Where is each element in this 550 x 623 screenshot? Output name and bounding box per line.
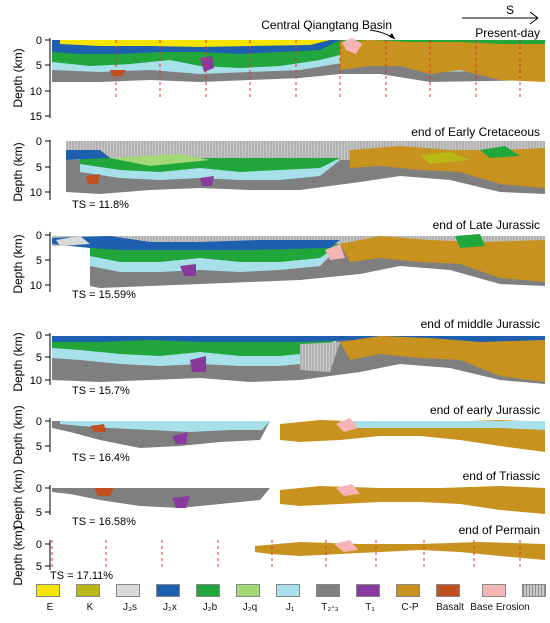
legend-item-t1: T₁: [350, 582, 390, 622]
legend-label: Basalt: [436, 602, 464, 613]
tick-label: 10: [30, 86, 42, 98]
tick-label: 10: [30, 280, 42, 292]
legend-swatch: [436, 584, 460, 597]
panel-early-jurassic: Depth (km) 0 5 TS = 16.4% end of early J…: [11, 403, 545, 465]
legend-label: K: [86, 602, 94, 613]
panel-middle-jurassic: Depth (km) 0 5 10 TS = 15.7% end of midd…: [11, 317, 545, 397]
tick-label: 5: [36, 507, 42, 519]
legend-item-e: E: [30, 582, 70, 622]
tick-label: 0: [36, 539, 42, 551]
legend-swatch: [316, 584, 340, 597]
ts-label: TS = 15.59%: [72, 289, 136, 301]
panel-title: end of early Jurassic: [430, 403, 540, 417]
legend-swatch: [236, 584, 260, 597]
panel-title: end of Triassic: [463, 469, 540, 483]
tick-label: 0: [36, 483, 42, 495]
y-axis-label: Depth (km): [11, 48, 25, 107]
tick-label: 10: [30, 375, 42, 387]
tick-label: 5: [36, 60, 42, 72]
legend-swatch: [76, 584, 100, 597]
direction-arrow: [462, 11, 539, 25]
legend-swatch: [482, 584, 506, 597]
basin-label: Central Qiangtang Basin: [261, 18, 392, 32]
legend-swatch: [116, 584, 140, 597]
legend-swatch: [196, 584, 220, 597]
tick-label: 5: [36, 561, 42, 573]
legend-item-base-erosion: Base Erosion: [470, 582, 530, 622]
strata: [52, 38, 545, 82]
legend-item-j1: J₁: [270, 582, 310, 622]
legend-label: T₁: [365, 602, 375, 613]
tick-label: 0: [36, 330, 42, 342]
erosion-texture-swatch: [522, 584, 546, 597]
panel-title: end of Permain: [459, 523, 540, 537]
tick-label: 5: [36, 255, 42, 267]
ts-label: TS = 11.8%: [72, 199, 129, 211]
y-axis-label: Depth (km): [11, 332, 25, 391]
panel-triassic: Depth (km) 0 5 TS = 16.58% end of Triass…: [11, 469, 545, 529]
legend-label: J₁: [285, 602, 295, 613]
legend-label: T₂-₃: [321, 602, 339, 613]
tick-label: 5: [36, 441, 42, 453]
legend-label: J₂b: [202, 602, 218, 613]
legend-item-j2b: J₂b: [190, 582, 230, 622]
legend: E K J₃s J₂x J₂b J₂q J₁ T₂-₃ T₁ C-P Basal…: [30, 582, 546, 622]
panel-title: end of middle Jurassic: [421, 317, 540, 331]
tick-label: 0: [36, 416, 42, 428]
legend-item-j3s: J₃s: [110, 582, 150, 622]
panel-present-day: Depth (km) 0 5 10 15 Central Qiangtang B…: [11, 3, 545, 123]
legend-swatch: [36, 584, 60, 597]
y-axis-label: Depth (km): [11, 405, 25, 464]
panel-permain: Depth (km) 0 5 TS = 17.11% end of Permai…: [11, 523, 545, 586]
legend-label: E: [46, 602, 54, 613]
faults: [115, 40, 521, 98]
tick-label: 0: [36, 136, 42, 148]
legend-item-j2q: J₂q: [230, 582, 270, 622]
legend-item-t23: T₂-₃: [310, 582, 350, 622]
y-axis-label: Depth (km): [11, 234, 25, 293]
legend-swatch: [396, 584, 420, 597]
legend-item-erosion-texture: [516, 582, 550, 622]
tick-label: 0: [36, 230, 42, 242]
y-axis-label: Depth (km): [11, 526, 25, 585]
legend-item-j2x: J₂x: [150, 582, 190, 622]
legend-item-k: K: [70, 582, 110, 622]
ts-label: TS = 16.58%: [72, 516, 136, 528]
tick-label: 10: [30, 187, 42, 199]
legend-swatch: [276, 584, 300, 597]
legend-label: J₃s: [122, 602, 138, 613]
direction-label: S: [506, 3, 514, 17]
legend-item-basalt: Basalt: [430, 582, 470, 622]
legend-label: C-P: [401, 602, 419, 613]
legend-swatch: [356, 584, 380, 597]
y-axis-label: Depth (km): [11, 142, 25, 201]
tick-label: 15: [30, 111, 42, 123]
panel-title: end of Late Jurassic: [433, 218, 540, 232]
panel-early-cretaceous: Depth (km) 0 5 10 TS = 11.8% end of Earl…: [11, 125, 545, 211]
legend-label: J₂q: [242, 602, 258, 613]
tick-label: 5: [36, 162, 42, 174]
tick-label: 0: [36, 35, 42, 47]
legend-label: Base Erosion: [470, 602, 530, 613]
y-axis-label: Depth (km): [11, 469, 25, 528]
ts-label: TS = 16.4%: [72, 452, 130, 464]
panel-title: Present-day: [475, 26, 540, 40]
ts-label: TS = 17.11%: [50, 570, 113, 582]
tick-label: 5: [36, 352, 42, 364]
panel-title: end of Early Cretaceous: [411, 125, 540, 139]
legend-swatch: [156, 584, 180, 597]
ts-label: TS = 15.7%: [72, 385, 130, 397]
legend-item-cp: C-P: [390, 582, 430, 622]
panel-late-jurassic: Depth (km) 0 5 10 TS = 15.59% end of Lat…: [11, 218, 545, 301]
legend-label: J₂x: [163, 602, 177, 613]
depth-ticks: 0 5 10 15: [30, 35, 50, 123]
